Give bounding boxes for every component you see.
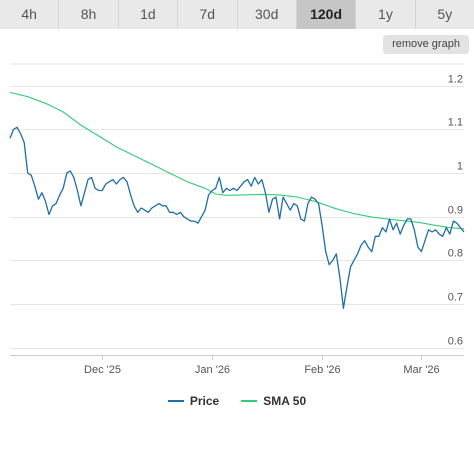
x-tick-label: Jan '26 bbox=[195, 364, 230, 376]
tab-30d[interactable]: 30d bbox=[237, 0, 297, 29]
y-tick-label: 1.2 bbox=[448, 74, 463, 86]
legend-swatch-price bbox=[167, 400, 184, 402]
tab-5y[interactable]: 5y bbox=[415, 0, 474, 29]
price-line bbox=[9, 126, 465, 309]
y-tick-label: 0.7 bbox=[448, 292, 463, 304]
x-tick-label: Feb '26 bbox=[304, 364, 340, 376]
legend-item-price[interactable]: Price bbox=[167, 394, 220, 408]
tab-7d[interactable]: 7d bbox=[178, 0, 238, 29]
legend-swatch-sma bbox=[241, 400, 258, 402]
y-tick-label: 1.1 bbox=[448, 117, 463, 129]
x-tick-label: Mar '26 bbox=[403, 364, 439, 376]
y-tick-label: 1 bbox=[457, 161, 463, 173]
legend-label-sma: SMA 50 bbox=[263, 394, 307, 408]
legend-item-sma[interactable]: SMA 50 bbox=[241, 394, 306, 408]
price-chart: 1.2 1.1 1 0.9 0.8 0.7 0.6 Dec '25 Jan '26 Feb '26… bbox=[9, 63, 465, 376]
y-tick-label: 0.6 bbox=[448, 336, 463, 348]
tab-4h[interactable]: 4h bbox=[0, 0, 60, 29]
x-tick-label: Dec '25 bbox=[84, 364, 121, 376]
tab-1d[interactable]: 1d bbox=[118, 0, 179, 29]
time-range-tabs: 4h 8h 1d 7d 30d 120d 1y 5y bbox=[0, 0, 474, 29]
y-tick-label: 0.8 bbox=[448, 248, 463, 260]
tab-1y[interactable]: 1y bbox=[356, 0, 416, 29]
chart-legend: Price SMA 50 bbox=[0, 392, 474, 410]
y-tick-label: 0.9 bbox=[448, 205, 463, 217]
remove-graph-button[interactable]: remove graph bbox=[383, 35, 469, 54]
tab-8h[interactable]: 8h bbox=[59, 0, 119, 29]
legend-label-price: Price bbox=[189, 394, 220, 408]
tab-120d[interactable]: 120d bbox=[296, 0, 357, 29]
sma-50-line bbox=[9, 91, 465, 230]
